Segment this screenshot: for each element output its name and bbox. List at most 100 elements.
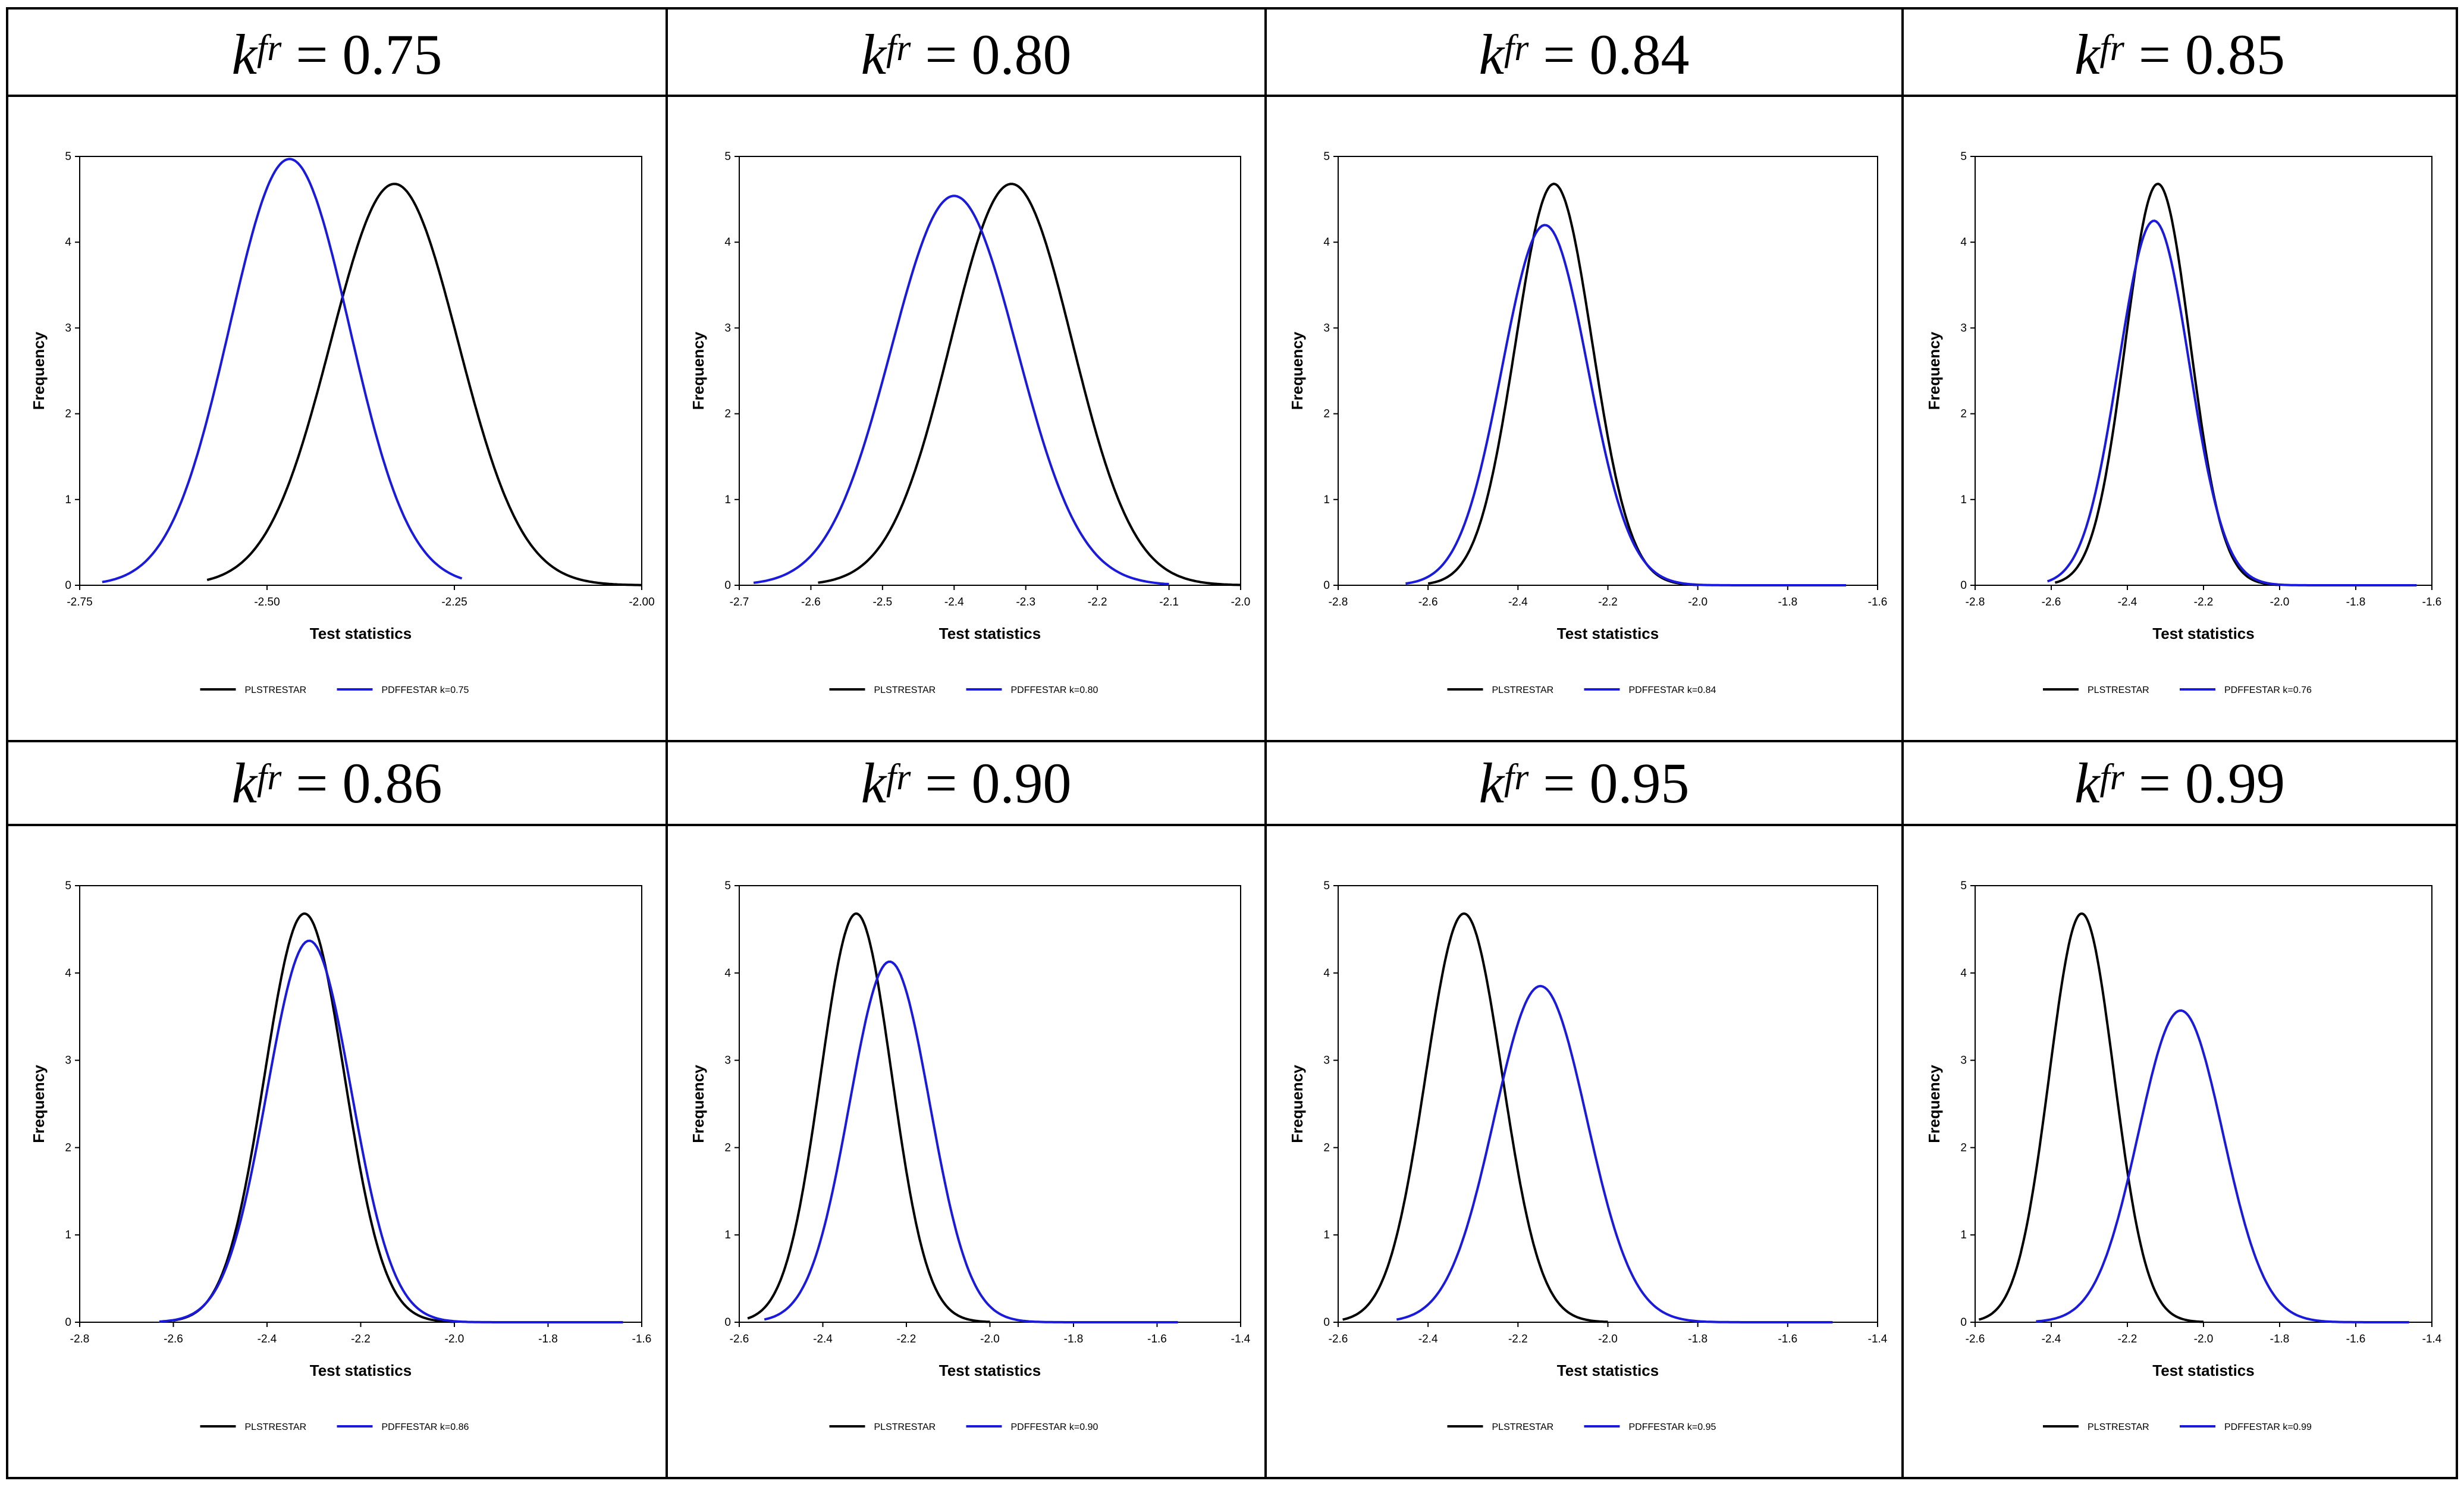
chart-panel-6: 0 1 2 3 4 5 -2.6 -2.4 -2.2 -2.0 -1.8 -1.6 -1.4 Test s… [668, 826, 1264, 1477]
y-tick-label: 3 [1960, 1055, 1967, 1067]
chart-panel-8: 0 1 2 3 4 5 -2.6 -2.4 -2.2 -2.0 -1.8 -1.6 -1.4 Test s… [1904, 826, 2456, 1477]
y-tick-label: 3 [1323, 1055, 1330, 1067]
x-tick-label: -2.2 [351, 1333, 371, 1345]
x-axis-label: Test statistics [939, 1361, 1041, 1379]
series-line-pdffestar [1405, 224, 1847, 586]
x-tick-label: -1.6 [2422, 596, 2442, 608]
chart-panel-3: 0 1 2 3 4 5 -2.8 -2.6 -2.4 -2.2 -2.0 -1.8 -1.6 Test s… [1267, 97, 1901, 740]
chart-svg: 0 1 2 3 4 5 -2.6 -2.4 -2.2 -2.0 -1.8 -1.6 -1.4 Test s… [689, 880, 1251, 1432]
y-tick-label: 1 [1323, 494, 1330, 506]
x-tick-label: -1.8 [2270, 1333, 2290, 1345]
series-line-plstrestar [747, 912, 990, 1323]
x-tick-label: -2.6 [1966, 1333, 1985, 1345]
x-tick-label: -1.6 [1147, 1333, 1167, 1345]
plot-frame [79, 156, 642, 586]
series-line-pdffestar [2036, 1009, 2409, 1323]
y-tick-label: 5 [65, 150, 71, 163]
y-tick-label: 2 [65, 408, 71, 421]
plot-frame [739, 156, 1241, 586]
x-tick-label: -2.6 [1418, 596, 1438, 608]
y-axis-label: Frequency [1925, 331, 1943, 410]
y-tick-label: 3 [65, 322, 71, 334]
y-axis-label: Frequency [689, 1065, 707, 1143]
panel-title: k fr = 0.75 [231, 22, 442, 86]
x-axis-label: Test statistics [1557, 625, 1659, 642]
x-tick-label: -2.8 [1966, 596, 1985, 608]
legend-label: PDFFESTAR k=0.84 [1629, 685, 1716, 695]
chart-svg: 0 1 2 3 4 5 -2.6 -2.4 -2.2 -2.0 -1.8 -1.6 -1.4 Test s… [1288, 880, 1888, 1432]
x-tick-label: -1.6 [2346, 1333, 2366, 1345]
panel-title: k fr = 0.84 [1479, 22, 1690, 86]
x-tick-label: -2.6 [164, 1333, 183, 1345]
panel-title: k fr = 0.90 [861, 751, 1072, 815]
y-tick-label: 4 [724, 236, 731, 249]
series-line-plstrestar [1342, 912, 1608, 1323]
y-tick-label: 5 [65, 880, 71, 892]
x-tick-label: -2.8 [70, 1333, 90, 1345]
x-tick-label: -2.7 [730, 596, 749, 608]
x-tick-label: -2.6 [2042, 596, 2061, 608]
grid-divider [1901, 10, 1904, 1477]
y-tick-label: 5 [1960, 150, 1967, 163]
figure-grid: k fr = 0.75 k fr = 0.80 k fr = 0.84 k fr = 0… [6, 7, 2458, 1479]
panel-title: k fr = 0.85 [2074, 22, 2286, 86]
y-tick-label: 1 [1960, 1229, 1967, 1241]
chart-svg: 0 1 2 3 4 5 -2.8 -2.6 -2.4 -2.2 -2.0 -1.8 -1.6 Test s… [30, 880, 652, 1432]
x-tick-label: -1.6 [1778, 1333, 1797, 1345]
series-line-pdffestar [1396, 984, 1833, 1323]
plot-frame [1975, 885, 2432, 1323]
chart-svg: 0 1 2 3 4 5 -2.8 -2.6 -2.4 -2.2 -2.0 -1.8 -1.6 Test s… [1288, 150, 1888, 695]
panel-title: k fr = 0.80 [861, 22, 1072, 86]
y-tick-label: 4 [1960, 967, 1967, 980]
series-line-plstrestar [2054, 183, 2280, 586]
x-tick-label: -2.0 [980, 1333, 1000, 1345]
series-line-pdffestar [753, 194, 1169, 585]
x-tick-label: -1.4 [2422, 1333, 2442, 1345]
x-tick-label: -2.2 [1508, 1333, 1528, 1345]
x-tick-label: -1.6 [1868, 596, 1888, 608]
plot-frame [1338, 156, 1878, 586]
x-tick-label: -2.1 [1159, 596, 1179, 608]
series-line-pdffestar [159, 939, 623, 1323]
series-line-plstrestar [173, 912, 455, 1323]
y-tick-label: 5 [724, 150, 731, 163]
y-tick-label: 4 [1323, 967, 1330, 980]
x-tick-label: -2.0 [1688, 596, 1707, 608]
chart-svg: 0 1 2 3 4 5 -2.8 -2.6 -2.4 -2.2 -2.0 -1.8 -1.6 Test s… [1925, 150, 2442, 695]
x-tick-label: -2.5 [872, 596, 892, 608]
y-tick-label: 1 [65, 494, 71, 506]
y-axis-label: Frequency [1288, 1065, 1306, 1143]
x-tick-label: -1.8 [538, 1333, 558, 1345]
x-tick-label: -2.2 [2194, 596, 2214, 608]
panel-title: k fr = 0.95 [1479, 751, 1690, 815]
y-tick-label: 5 [1323, 150, 1330, 163]
x-tick-label: -1.8 [1688, 1333, 1707, 1345]
x-tick-label: -2.0 [1231, 596, 1251, 608]
x-axis-label: Test statistics [310, 625, 412, 642]
x-axis-label: Test statistics [310, 1361, 412, 1379]
x-tick-label: -2.2 [1088, 596, 1107, 608]
panel-title: k fr = 0.99 [2074, 751, 2286, 815]
y-axis-label: Frequency [1925, 1065, 1943, 1143]
legend-label: PLSTRESTAR [874, 685, 936, 695]
legend-label: PLSTRESTAR [2088, 1422, 2149, 1432]
series-line-plstrestar [1978, 912, 2204, 1323]
y-tick-label: 0 [1960, 579, 1967, 592]
x-tick-label: -1.6 [632, 1333, 652, 1345]
legend-label: PDFFESTAR k=0.99 [2224, 1422, 2312, 1432]
x-tick-label: -2.0 [2194, 1333, 2214, 1345]
plot-frame [1338, 885, 1878, 1323]
y-axis-label: Frequency [689, 331, 707, 410]
y-tick-label: 0 [1960, 1316, 1967, 1329]
x-tick-label: -2.50 [254, 596, 280, 608]
x-tick-label: -1.8 [2346, 596, 2366, 608]
chart-svg: 0 1 2 3 4 5 -2.6 -2.4 -2.2 -2.0 -1.8 -1.6 -1.4 Test s… [1925, 880, 2442, 1432]
grid-divider [8, 824, 2456, 826]
chart-panel-4: 0 1 2 3 4 5 -2.8 -2.6 -2.4 -2.2 -2.0 -1.8 -1.6 Test s… [1904, 97, 2456, 740]
legend-label: PLSTRESTAR [874, 1422, 936, 1432]
panel-title: k fr = 0.86 [231, 751, 442, 815]
y-tick-label: 2 [1323, 1141, 1330, 1154]
series-line-pdffestar [2046, 219, 2417, 586]
x-tick-label: -2.4 [2118, 596, 2137, 608]
chart-svg: 0 1 2 3 4 5 -2.75 -2.50 -2.25 -2.00 Test statistic… [30, 150, 655, 695]
